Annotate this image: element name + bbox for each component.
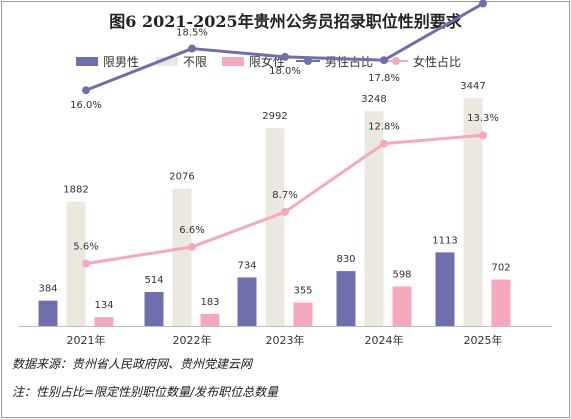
bar-unlimited-5 [463, 98, 483, 326]
bar-male-only-4 [336, 271, 356, 326]
bar-female-only-5 [491, 279, 511, 326]
bar-label-male-only-2: 514 [144, 275, 163, 286]
definition-note: 注：性别占比=限定性别职位数量/发布职位总数量 [12, 385, 279, 399]
point-male-ratio-3 [281, 52, 289, 61]
bar-unlimited-4 [364, 111, 384, 326]
legend-label-female-ratio: 女性占比 [413, 54, 462, 69]
line-male-ratio [85, 2, 484, 92]
bar-male-only-3 [237, 277, 257, 326]
point-female-ratio-1 [82, 259, 90, 268]
legend-item-female-only: 限女性 [222, 51, 285, 71]
point-label-female-ratio-5: 13.3% [467, 113, 499, 124]
source-note: 数据来源：贵州省人民政府网、贵州党建云网 [12, 357, 253, 371]
bar-unlimited-3 [265, 128, 285, 326]
bar-label-male-only-3: 734 [237, 260, 256, 271]
bar-label-unlimited-2: 2076 [169, 172, 194, 183]
chart-notes: 数据来源：贵州省人民政府网、贵州党建云网 注：性别占比=限定性别职位数量/发布职… [12, 350, 278, 406]
legend-swatch-female-only [222, 56, 244, 66]
bar-male-only-1 [38, 300, 58, 326]
bar-female-only-1 [94, 317, 114, 326]
point-label-male-ratio-3: 18.0% [269, 66, 301, 77]
x-tick-label-5: 2025年 [464, 333, 503, 347]
bar-male-only-5 [435, 252, 455, 326]
point-label-female-ratio-1: 5.6% [73, 242, 98, 253]
bar-female-only-3 [293, 302, 313, 326]
point-label-male-ratio-2: 18.5% [176, 28, 208, 39]
point-label-female-ratio-4: 12.8% [368, 122, 400, 133]
bar-label-female-only-3: 355 [293, 286, 312, 297]
bar-label-unlimited-4: 3248 [361, 94, 386, 105]
point-female-ratio-5 [479, 131, 487, 140]
x-tick-label-1: 2021年 [67, 333, 106, 347]
legend-item-female-ratio: 女性占比 [384, 51, 461, 71]
chart-title: 图6 2021-2025年贵州公务员招录职位性别要求 [109, 12, 462, 31]
legend-item-unlimited: 不限 [156, 51, 207, 71]
x-tick-label-3: 2023年 [266, 333, 305, 347]
point-label-male-ratio-4: 17.8% [368, 73, 400, 84]
point-female-ratio-4 [380, 139, 388, 148]
legend-swatch-male-ratio [296, 56, 320, 66]
bar-female-only-2 [200, 313, 220, 326]
point-male-ratio-4 [380, 56, 388, 65]
point-female-ratio-2 [188, 242, 196, 251]
point-label-male-ratio-1: 16.0% [70, 100, 102, 111]
legend-swatch-unlimited [156, 56, 178, 66]
point-male-ratio-2 [188, 44, 196, 53]
bar-unlimited-2 [172, 188, 192, 326]
bar-male-only-2 [144, 292, 164, 326]
legend-swatch-male-only [76, 56, 98, 66]
point-label-female-ratio-2: 6.6% [179, 225, 204, 236]
point-label-female-ratio-3: 8.7% [272, 190, 297, 201]
bar-label-unlimited-1: 1882 [63, 185, 88, 196]
bar-label-female-only-5: 702 [491, 263, 510, 274]
bar-label-unlimited-3: 2992 [262, 111, 287, 122]
bar-label-male-only-1: 384 [38, 284, 57, 295]
bar-female-only-4 [392, 286, 412, 326]
bar-unlimited-1 [66, 201, 86, 326]
point-male-ratio-1 [82, 86, 90, 95]
bar-label-male-only-5: 1113 [432, 235, 457, 246]
bar-label-female-only-2: 183 [200, 297, 219, 308]
bar-label-unlimited-5: 3447 [460, 81, 485, 92]
legend-label-female-only: 限女性 [249, 54, 286, 69]
point-male-ratio-5 [479, 0, 487, 8]
point-female-ratio-3 [281, 207, 289, 216]
x-tick-label-4: 2024年 [365, 333, 404, 347]
legend-label-unlimited: 不限 [183, 54, 208, 69]
x-tick-label-2: 2022年 [173, 333, 212, 347]
bar-label-female-only-4: 598 [392, 269, 411, 280]
legend-swatch-female-ratio [384, 56, 408, 66]
bar-label-female-only-1: 134 [94, 300, 113, 311]
legend-item-male-only: 限男性 [76, 51, 139, 71]
bar-label-male-only-4: 830 [336, 254, 355, 265]
legend-label-male-only: 限男性 [103, 54, 140, 69]
